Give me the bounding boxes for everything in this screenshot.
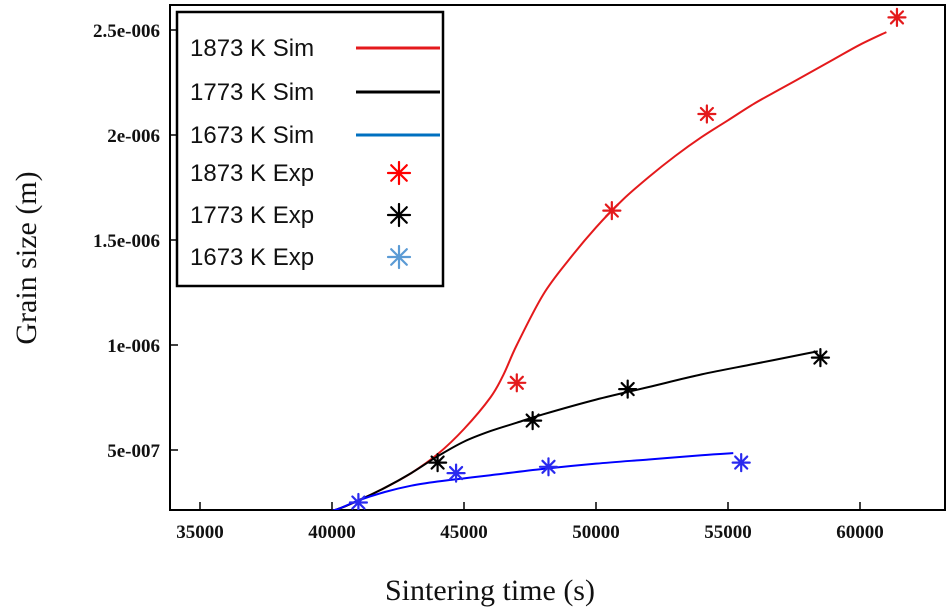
x-tick-label: 35000 xyxy=(176,522,224,543)
y-tick-label: 1e-006 xyxy=(107,336,160,357)
legend-entry: 1673 K Sim xyxy=(190,122,440,149)
x-tick-label: 45000 xyxy=(440,522,488,543)
legend-label: 1873 K Exp xyxy=(190,160,314,187)
legend-entry: 1873 K Sim xyxy=(190,35,440,62)
series-1873-k-exp xyxy=(507,7,907,393)
series-1773-k-sim xyxy=(331,350,818,510)
data-point xyxy=(618,379,638,399)
x-axis-title: Sintering time (s) xyxy=(385,574,595,607)
ticks-layer: 35000 40000 45000 50000 55000 60000 5e-007 1e-0… xyxy=(93,21,884,543)
series-line xyxy=(331,452,734,510)
legend-label: 1673 K Sim xyxy=(190,122,314,149)
legend-star-swatch xyxy=(386,202,412,228)
y-tick-label: 2.5e-006 xyxy=(93,21,160,42)
legend-star-swatch xyxy=(386,160,412,186)
y-tick-label: 1.5e-006 xyxy=(93,231,160,252)
legend-entry: 1673 K Exp xyxy=(190,244,412,271)
legend-star-swatch xyxy=(386,244,412,270)
data-point xyxy=(731,453,751,473)
series-layer xyxy=(331,7,907,510)
data-point xyxy=(428,453,448,473)
legend: 1873 K Sim 1773 K Sim 1673 K Sim 1873 K Exp… xyxy=(175,10,445,288)
legend-label: 1673 K Exp xyxy=(190,244,314,271)
legend-label: 1773 K Sim xyxy=(190,79,314,106)
data-point xyxy=(602,201,622,221)
legend-entry: 1773 K Exp xyxy=(190,202,412,229)
x-tick-label: 55000 xyxy=(704,522,752,543)
y-tick-label: 2e-006 xyxy=(107,126,160,147)
legend-box xyxy=(175,10,445,288)
data-point xyxy=(446,463,466,483)
data-point xyxy=(538,457,559,477)
series-line xyxy=(331,350,818,510)
y-tick-label: 5e-007 xyxy=(107,441,160,462)
data-point xyxy=(507,373,527,393)
x-tick-label: 50000 xyxy=(572,522,620,543)
x-tick-label: 60000 xyxy=(836,522,884,543)
legend-entry: 1773 K Sim xyxy=(190,79,440,106)
x-tick-label: 40000 xyxy=(308,522,356,543)
data-point xyxy=(810,348,831,368)
legend-label: 1773 K Exp xyxy=(190,202,314,229)
data-point xyxy=(523,411,543,431)
data-point xyxy=(887,7,907,27)
y-axis-title: Grain size (m) xyxy=(10,171,43,344)
legend-label: 1873 K Sim xyxy=(190,35,314,62)
series-1673-k-sim xyxy=(331,452,734,510)
data-point xyxy=(348,492,368,510)
legend-entry: 1873 K Exp xyxy=(190,160,412,187)
plot-frame xyxy=(169,4,946,511)
series-1773-k-exp xyxy=(428,348,831,473)
series-1673-k-exp xyxy=(348,453,751,510)
data-point xyxy=(697,104,717,124)
